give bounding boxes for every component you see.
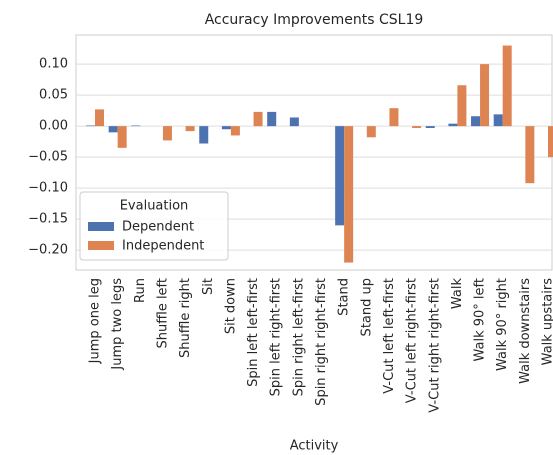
bar [253,111,263,127]
x-tick-label: Shuffle left [155,278,170,348]
bar [221,126,231,130]
y-tick-label: −0.05 [28,150,68,165]
y-tick-label: 0.05 [39,88,68,103]
x-tick-label: Sit [201,278,216,295]
bar [344,126,354,263]
bar [86,125,95,127]
legend-label: Independent [122,239,204,254]
bar [131,125,141,127]
bar [412,126,422,129]
bar [548,126,553,158]
x-tick-label: Walk downstairs [518,278,533,384]
legend-box [79,191,229,261]
bar [471,116,481,127]
x-tick-label: Jump one leg [88,278,103,364]
bar [95,109,104,127]
x-tick-label: V-Cut left right-first [405,278,420,403]
y-tick-label: 0.00 [39,119,68,134]
bar [199,126,209,144]
x-tick-label: V-Cut left left-first [382,278,397,394]
y-tick-label: −0.20 [28,243,68,258]
x-tick-label: Spin right right-first [314,278,329,406]
bar [493,114,503,127]
x-tick-label: Stand up [359,278,374,336]
x-tick-label: Walk 90° right [495,278,510,371]
x-tick-label: Shuffle right [178,278,193,358]
x-tick-label: Run [133,278,148,303]
x-axis-label: Activity [290,439,339,454]
x-tick-label: Spin right left-first [291,278,306,396]
bar [185,126,195,132]
bar [289,117,299,127]
bar [525,126,535,184]
bar [108,126,118,133]
y-tick-label: 0.10 [39,57,68,72]
legend-label: Dependent [122,220,194,235]
y-tick-label: −0.10 [28,181,68,196]
x-tick-label: V-Cut right right-first [427,278,442,413]
bar [448,123,458,127]
x-tick-label: Jump two legs [110,278,125,371]
legend-swatch [88,222,114,231]
bar [267,111,277,127]
bar [389,108,399,127]
bar [457,85,467,127]
legend: Evaluation Dependent Independent [79,191,229,261]
bar [335,126,345,226]
x-tick-label: Walk [450,278,465,310]
y-tick-label: −0.15 [28,212,68,227]
x-tick-label: Stand [337,278,352,316]
legend-title: Evaluation [120,199,189,214]
x-tick-label: Spin left right-first [269,278,284,396]
x-tick-label: Walk 90° left [473,278,488,362]
bar [162,126,172,141]
x-tick-label: Sit down [223,278,238,334]
x-tick-label: Walk upstairs [541,278,553,366]
bar [502,45,512,127]
bar [117,126,127,148]
bar [230,126,240,136]
legend-swatch [88,241,114,250]
bar [366,126,376,138]
bar [425,126,435,129]
x-tick-label: Spin left left-first [246,278,261,387]
bar [480,64,490,127]
chart-title: Accuracy Improvements CSL19 [205,12,424,28]
